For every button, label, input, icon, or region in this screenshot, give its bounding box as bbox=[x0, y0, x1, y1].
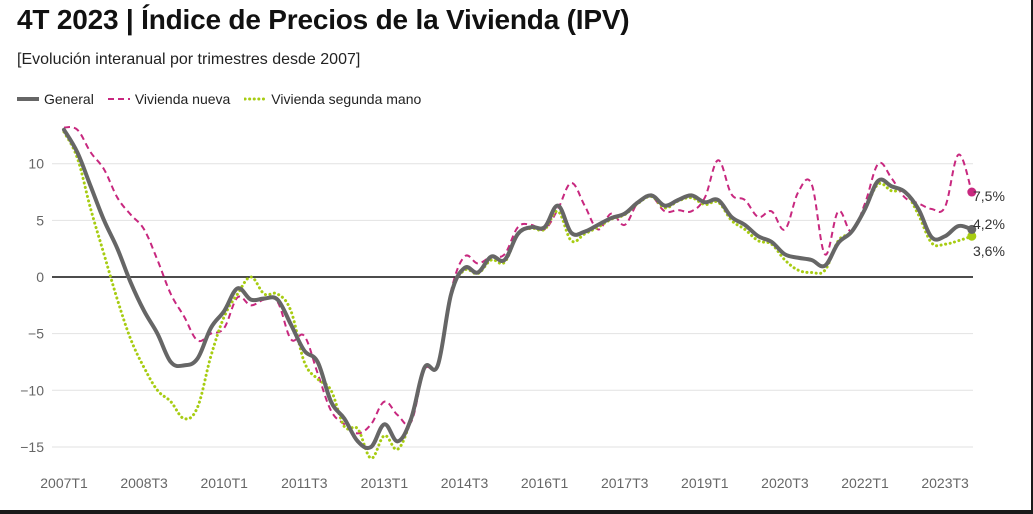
x-tick-label: 2019T1 bbox=[681, 475, 729, 491]
y-tick-label: 5 bbox=[36, 212, 44, 228]
chart-subtitle: [Evolución interanual por trimestres des… bbox=[17, 51, 361, 68]
legend-label-vivienda-segunda-mano: Vivienda segunda mano bbox=[271, 91, 422, 107]
x-tick-label: 2010T1 bbox=[200, 475, 248, 491]
end-label-vivienda-segunda-mano: 3,6% bbox=[973, 243, 1005, 259]
legend-item-general: General bbox=[17, 91, 94, 107]
series-line-vivienda-nueva bbox=[63, 126, 973, 435]
chart-legend: General Vivienda nueva Vivienda segunda … bbox=[17, 91, 435, 107]
x-tick-label: 2008T3 bbox=[120, 475, 168, 491]
x-tick-label: 2023T3 bbox=[921, 475, 969, 491]
y-tick-label: −5 bbox=[28, 326, 44, 342]
end-point-general bbox=[967, 224, 977, 234]
legend-swatch-vivienda-nueva bbox=[107, 98, 130, 100]
series-line-general bbox=[62, 127, 974, 451]
grid-layer: 10 5 0 −5 −10 −15 2007T1 2008T3 2010T1 2011T3 2013… bbox=[20, 156, 973, 491]
end-label-general: 4,2% bbox=[973, 216, 1005, 232]
x-tick-label: 2013T1 bbox=[361, 475, 409, 491]
series-line-vivienda-segunda-mano bbox=[62, 130, 974, 460]
end-point-vivienda-nueva bbox=[967, 187, 977, 197]
x-tick-label: 2020T3 bbox=[761, 475, 809, 491]
y-tick-label: −15 bbox=[20, 439, 44, 455]
x-tick-label: 2022T1 bbox=[841, 475, 889, 491]
y-tick-label: −10 bbox=[20, 382, 44, 398]
x-tick-label: 2017T3 bbox=[601, 475, 649, 491]
y-tick-label: 0 bbox=[36, 269, 44, 285]
series-layer bbox=[62, 126, 974, 460]
legend-label-general: General bbox=[44, 91, 94, 107]
legend-swatch-vivienda-segunda-mano bbox=[244, 97, 267, 101]
end-label-vivienda-nueva: 7,5% bbox=[973, 188, 1005, 204]
label-layer: 7,5% 3,6% 4,2% bbox=[967, 187, 1005, 259]
x-tick-label: 2014T3 bbox=[441, 475, 489, 491]
end-point-vivienda-segunda-mano bbox=[967, 231, 977, 241]
x-tick-label: 2016T1 bbox=[521, 475, 569, 491]
legend-item-vivienda-segunda-mano: Vivienda segunda mano bbox=[244, 91, 421, 107]
chart-title: 4T 2023 | Índice de Precios de la Vivien… bbox=[17, 4, 630, 35]
legend-label-vivienda-nueva: Vivienda nueva bbox=[134, 91, 231, 107]
y-tick-label: 10 bbox=[28, 156, 44, 172]
legend-swatch-general bbox=[17, 97, 39, 101]
x-tick-label: 2007T1 bbox=[40, 475, 88, 491]
x-tick-label: 2011T3 bbox=[281, 475, 328, 491]
legend-item-vivienda-nueva: Vivienda nueva bbox=[107, 91, 231, 107]
